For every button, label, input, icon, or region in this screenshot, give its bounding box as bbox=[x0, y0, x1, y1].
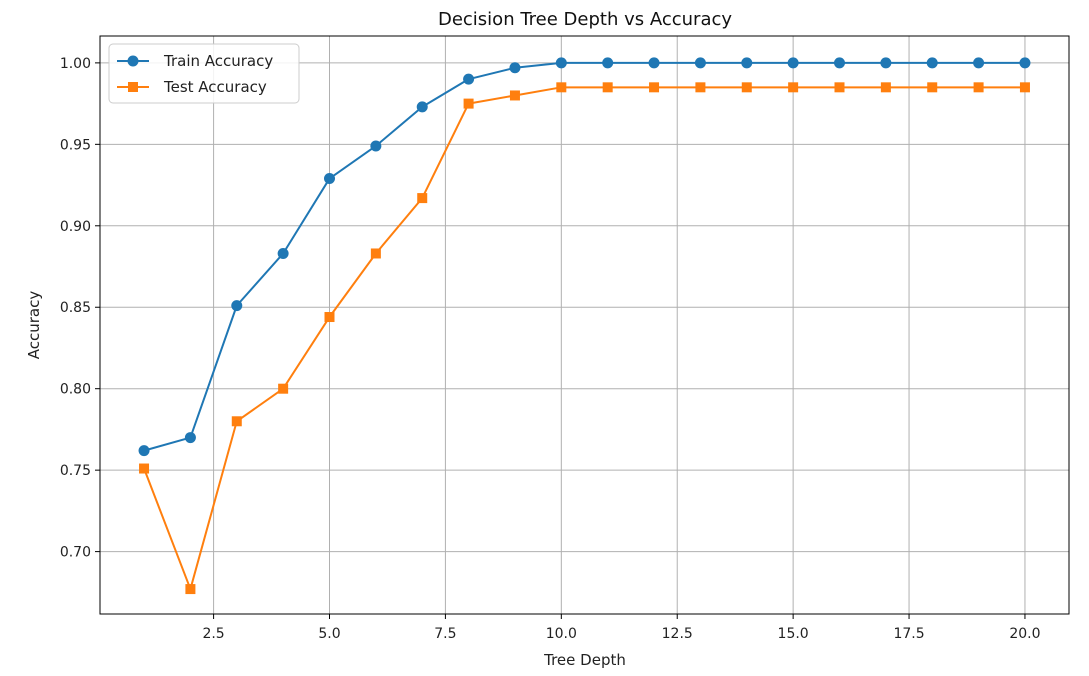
data-point bbox=[788, 82, 799, 93]
x-tick-label: 20.0 bbox=[1009, 626, 1040, 642]
data-point bbox=[231, 416, 242, 427]
y-tick-label: 0.75 bbox=[60, 463, 91, 479]
data-point bbox=[926, 57, 938, 69]
data-point bbox=[509, 62, 521, 74]
legend: Train Accuracy Test Accuracy bbox=[108, 43, 300, 104]
x-tick-label: 7.5 bbox=[434, 626, 456, 642]
y-tick-label: 0.95 bbox=[60, 137, 91, 153]
x-tick-label: 2.5 bbox=[202, 626, 224, 642]
data-point bbox=[648, 57, 660, 69]
y-tick-label: 0.70 bbox=[60, 545, 91, 561]
data-point bbox=[880, 57, 892, 69]
x-tick-label: 5.0 bbox=[318, 626, 340, 642]
data-point bbox=[556, 82, 567, 93]
data-point bbox=[880, 82, 891, 93]
x-tick-label: 15.0 bbox=[778, 626, 809, 642]
x-tick-label: 10.0 bbox=[546, 626, 577, 642]
series-line bbox=[143, 86, 1025, 591]
data-point bbox=[370, 140, 382, 152]
series bbox=[138, 57, 1031, 595]
data-point bbox=[834, 82, 845, 93]
data-point bbox=[231, 300, 243, 312]
legend-label: Test Accuracy bbox=[163, 78, 267, 96]
data-point bbox=[602, 57, 614, 69]
y-tick-label: 0.85 bbox=[60, 300, 91, 316]
y-tick-label: 0.90 bbox=[60, 219, 91, 235]
data-point bbox=[695, 82, 706, 93]
x-axis-label: Tree Depth bbox=[543, 651, 626, 669]
x-tick-label: 12.5 bbox=[662, 626, 693, 642]
data-point bbox=[463, 73, 475, 85]
data-point bbox=[417, 193, 428, 204]
data-point bbox=[184, 432, 196, 444]
data-point bbox=[927, 82, 938, 93]
data-point bbox=[139, 463, 150, 474]
data-point bbox=[555, 57, 567, 69]
data-point bbox=[1019, 57, 1031, 69]
data-point bbox=[278, 383, 289, 394]
legend-marker bbox=[127, 55, 139, 67]
data-point bbox=[973, 82, 984, 93]
data-point bbox=[416, 101, 428, 113]
x-tick-label: 17.5 bbox=[893, 626, 924, 642]
data-point bbox=[649, 82, 660, 93]
data-point bbox=[694, 57, 706, 69]
series-line bbox=[143, 61, 1025, 452]
data-point bbox=[741, 82, 752, 93]
data-point bbox=[138, 445, 150, 457]
data-point bbox=[324, 173, 335, 185]
y-axis-label: Accuracy bbox=[25, 291, 43, 360]
data-point bbox=[277, 247, 289, 259]
data-point bbox=[787, 57, 799, 69]
plot-frame bbox=[99, 35, 1070, 615]
data-point bbox=[1019, 82, 1030, 93]
data-point bbox=[834, 57, 845, 69]
data-point bbox=[324, 312, 335, 323]
legend-label: Train Accuracy bbox=[163, 52, 273, 70]
y-tick-label: 1.00 bbox=[60, 56, 91, 72]
grid bbox=[100, 36, 1069, 614]
legend-marker bbox=[128, 82, 138, 92]
data-point bbox=[973, 57, 985, 69]
data-point bbox=[185, 584, 196, 595]
data-point bbox=[370, 248, 381, 259]
series-test bbox=[139, 82, 1030, 595]
data-point bbox=[741, 57, 753, 69]
legend-box bbox=[108, 43, 300, 104]
axis-ticks: 2.5 5.0 7.5 10.0 12.5 15.0 17.5 20.0 0.70 0.75 0.8… bbox=[60, 56, 1041, 642]
y-tick-label: 0.80 bbox=[60, 382, 91, 398]
data-point bbox=[463, 98, 474, 109]
data-point bbox=[602, 82, 613, 93]
series-train bbox=[138, 57, 1031, 457]
chart-title: Decision Tree Depth vs Accuracy bbox=[438, 9, 732, 30]
data-point bbox=[509, 90, 520, 101]
